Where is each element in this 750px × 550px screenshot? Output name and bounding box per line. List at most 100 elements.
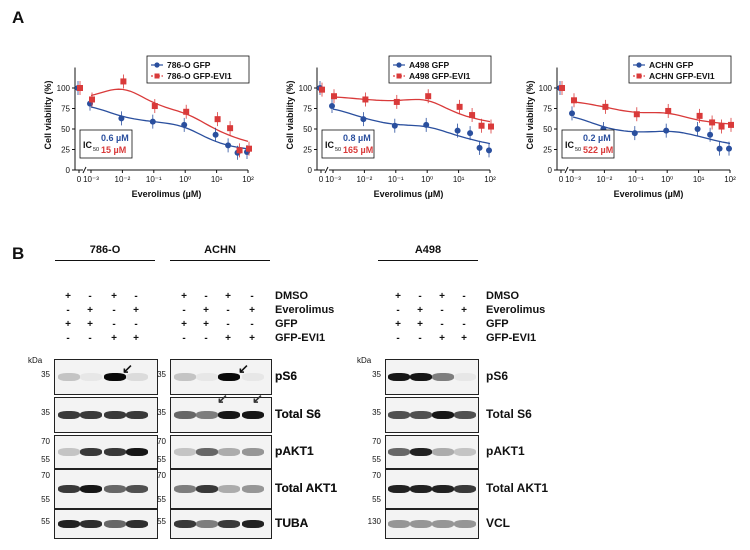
kda-marker: 70	[157, 437, 166, 446]
sign-mark: +	[203, 305, 209, 316]
kda-marker: 70	[41, 471, 50, 480]
x-axis-label: Everolimus (µM)	[614, 189, 684, 199]
blot-band	[174, 485, 196, 493]
y-tick-label: 50	[543, 125, 552, 134]
ic50-subscript: 50	[335, 147, 341, 153]
x-tick-label: 10⁻²	[115, 175, 131, 184]
legend-marker-gfp	[636, 62, 642, 68]
blot-band	[174, 411, 196, 419]
axis-break	[324, 166, 329, 174]
blot-band	[58, 448, 80, 456]
data-point-evi1	[89, 96, 95, 103]
kda-label: kDa	[357, 356, 372, 365]
sign-mark: -	[182, 305, 186, 316]
blot-row-label: Total S6	[275, 407, 321, 421]
sign-mark: +	[461, 305, 467, 316]
y-tick-label: 0	[66, 166, 71, 175]
blot-row-label: pAKT1	[275, 444, 314, 458]
sign-mark: +	[417, 319, 423, 330]
ic50-label: IC	[83, 140, 93, 150]
sign-mark: +	[225, 333, 231, 344]
arrow-icon: ↙	[122, 361, 133, 376]
sign-mark: +	[87, 319, 93, 330]
legend-box	[388, 55, 492, 84]
x-axis-label: Everolimus (µM)	[374, 189, 444, 199]
ic50-box	[321, 129, 375, 159]
blot-row-label: TUBA	[275, 516, 309, 530]
kda-marker: 35	[157, 408, 166, 417]
sign-mark: -	[112, 305, 116, 316]
blot-band	[242, 411, 264, 419]
legend-label: A498 GFP-EVI1	[409, 71, 471, 81]
x-tick-label: 10⁰	[421, 175, 433, 184]
y-tick-label: 0	[308, 166, 313, 175]
data-point-evi1	[469, 112, 476, 119]
data-point-evi1	[151, 103, 158, 110]
western-blots: 786-O ACHN A498 + - + - + - + - + - + - DMSO DMSO - + - + - + -…	[0, 240, 750, 550]
blot-row-label: pS6	[275, 369, 298, 383]
data-point-evi1	[362, 96, 369, 103]
blot-band	[104, 373, 126, 381]
data-point-evi1	[709, 119, 716, 126]
sign-mark: -	[250, 319, 254, 330]
blot-band	[218, 373, 240, 381]
data-point-gfp	[329, 103, 335, 110]
blot-row-label: Total AKT1	[486, 481, 548, 495]
fit-curve-gfp	[572, 116, 731, 145]
condition-label: Everolimus	[275, 304, 335, 316]
legend-label: A498 GFP	[409, 60, 449, 70]
y-tick-label: 75	[61, 105, 70, 114]
x-tick-label: 10⁻²	[357, 175, 373, 184]
blot-band	[454, 520, 476, 528]
cell-line-underline	[55, 260, 155, 261]
data-point-gfp	[225, 142, 232, 149]
legend-marker-evi1	[636, 73, 642, 79]
ic50-value-evi1: 15 µM	[101, 145, 126, 155]
data-point-gfp	[149, 118, 156, 125]
blot-strip	[385, 359, 479, 395]
blot-band	[432, 485, 454, 493]
data-point-gfp	[454, 127, 461, 134]
sign-mark: +	[111, 291, 117, 302]
data-point-evi1	[728, 121, 734, 128]
data-point-evi1	[478, 122, 485, 129]
blot-band	[454, 485, 476, 493]
y-tick-label: 75	[543, 105, 552, 114]
kda-marker: 55	[41, 495, 50, 504]
data-point-gfp	[631, 130, 638, 137]
condition-label: GFP	[275, 318, 298, 330]
blot-band	[80, 411, 102, 419]
sign-mark: -	[396, 305, 400, 316]
kda-marker: 70	[372, 437, 381, 446]
blot-band	[174, 520, 196, 528]
sign-mark: +	[461, 333, 467, 344]
blot-band	[126, 373, 148, 381]
sign-mark: -	[88, 333, 92, 344]
blot-band	[196, 448, 218, 456]
x-tick-label: 10⁻³	[83, 175, 99, 184]
axis-break	[564, 166, 569, 174]
data-point-evi1	[183, 108, 190, 115]
data-point-evi1	[696, 112, 703, 119]
sign-mark: -	[226, 319, 230, 330]
ic50-label: IC	[325, 140, 335, 150]
data-point-gfp	[569, 110, 575, 117]
kda-marker: 55	[372, 455, 381, 464]
blot-strip	[54, 435, 158, 469]
fit-curve-evi1	[332, 96, 491, 123]
sign-mark: +	[133, 305, 139, 316]
blot-band	[174, 373, 196, 381]
ic50-box	[79, 129, 133, 159]
sign-mark: +	[65, 319, 71, 330]
sign-mark: -	[396, 333, 400, 344]
blot-band	[242, 448, 264, 456]
x-tick-label: 10⁻²	[597, 175, 613, 184]
kda-marker: 55	[157, 517, 166, 526]
legend-label: 786-O GFP-EVI1	[167, 71, 232, 81]
blot-band	[432, 448, 454, 456]
blot-row-label: pAKT1	[486, 444, 525, 458]
sign-mark: +	[87, 305, 93, 316]
blot-band	[242, 485, 264, 493]
sign-mark: -	[204, 333, 208, 344]
x-tick-label: 10¹	[693, 175, 705, 184]
